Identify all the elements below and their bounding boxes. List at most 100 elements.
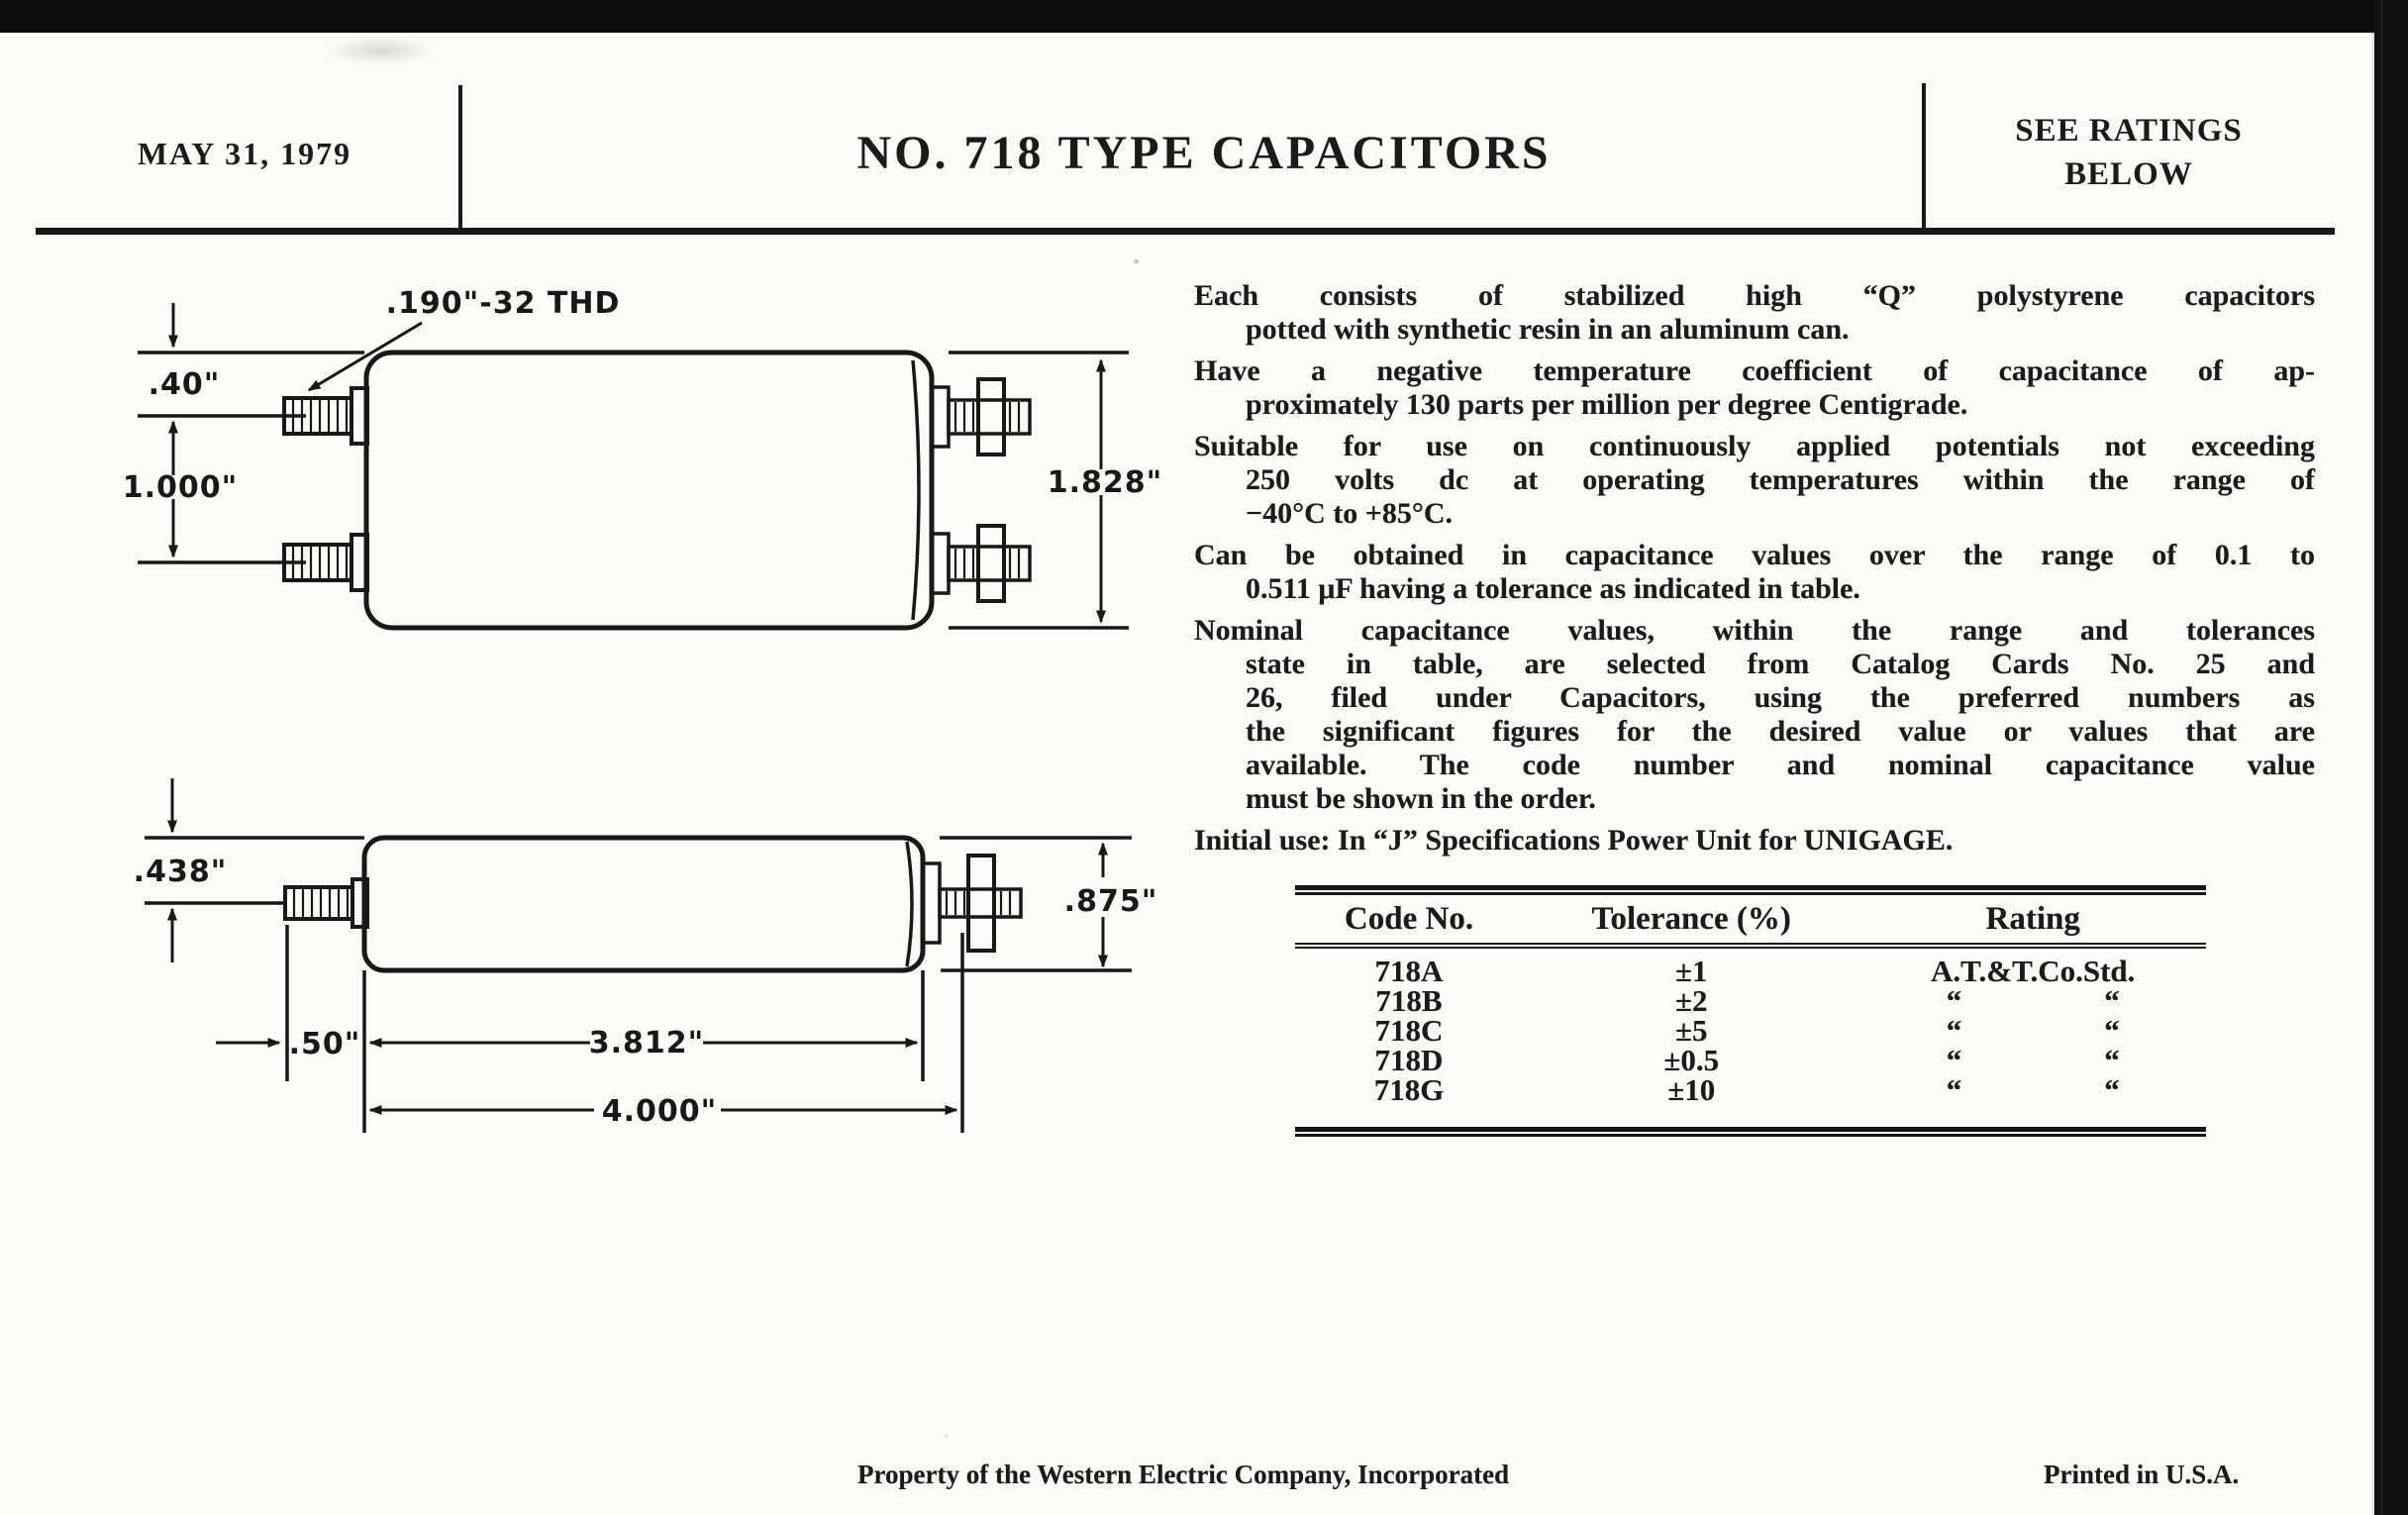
ditto-mark: “ xyxy=(2104,1043,2120,1077)
cell-rating: A.T.&T.Co.Std. xyxy=(1930,954,2136,988)
terminal-stud xyxy=(283,877,369,929)
cell-tolerance: ±1 xyxy=(1674,954,1708,988)
capacitor-dimension-drawings: .190"-32 THD .40" 1.000" 1.828" xyxy=(123,286,1163,1133)
ratings-note-line1: SEE RATINGS xyxy=(2015,113,2243,149)
can-seam xyxy=(905,841,914,967)
table-body: 718A ±1 A.T.&T.Co.Std. 718B ±2 ““ 718C ±… xyxy=(1295,954,2206,1107)
table-row: 718C ±5 ““ xyxy=(1295,1013,2206,1048)
terminal-stud xyxy=(282,533,369,592)
dim-label-4000: 4.000" xyxy=(602,1094,718,1129)
terminal-stud-with-nut xyxy=(930,524,1032,603)
dim-label-40: .40" xyxy=(149,367,221,402)
table-header-row: Code No. Tolerance (%) Rating xyxy=(1295,895,2206,943)
cell-code: 718A xyxy=(1374,954,1444,988)
can-seam xyxy=(911,359,921,621)
ratings-table: Code No. Tolerance (%) Rating 718A ±1 A.… xyxy=(1295,885,2206,1137)
dim-label-1000: 1.000" xyxy=(123,470,239,505)
cell-code: 718D xyxy=(1374,1043,1444,1077)
scan-speckle xyxy=(1134,259,1139,263)
text-line: Can be obtained in capacitance values ov… xyxy=(1194,539,2315,571)
header-divider-right xyxy=(1922,83,1926,230)
side-view-drawing xyxy=(145,778,1132,1133)
terminal-stud xyxy=(282,386,369,446)
text-line: state in table, are selected from Catalo… xyxy=(1246,648,2315,680)
cell-rating-ditto: ““ xyxy=(1859,1072,2206,1107)
capacitor-can-top-view xyxy=(363,350,935,631)
page-title: NO. 718 TYPE CAPACITORS xyxy=(856,127,1552,179)
description-paragraph: Have a negative temperature coefficient … xyxy=(1194,354,2315,422)
column-header-tolerance: Tolerance (%) xyxy=(1591,900,1791,937)
text-line: 0.511 μF having a tolerance as indicated… xyxy=(1246,572,1860,605)
ditto-mark: “ xyxy=(1946,1013,1962,1048)
ratings-note: SEE RATINGS BELOW xyxy=(1965,109,2292,196)
table-row: 718A ±1 A.T.&T.Co.Std. xyxy=(1295,954,2206,988)
text-line: available. The code number and nominal c… xyxy=(1246,749,2315,781)
header-rule xyxy=(36,228,2335,235)
text-line: Each consists of stabilized high “Q” pol… xyxy=(1194,279,2315,312)
cell-tolerance: ±2 xyxy=(1674,983,1708,1018)
scan-speckle xyxy=(944,1434,949,1438)
ditto-mark: “ xyxy=(1946,1043,1962,1077)
cell-rating-ditto: ““ xyxy=(1859,983,2206,1018)
column-header-code: Code No. xyxy=(1344,900,1474,937)
column-header-rating: Rating xyxy=(1985,900,2080,937)
table-row: 718D ±0.5 ““ xyxy=(1295,1043,2206,1077)
text-line: Have a negative temperature coefficient … xyxy=(1194,354,2315,387)
text-line: the significant figures for the desired … xyxy=(1246,715,2315,748)
description-text: Each consists of stabilized high “Q” pol… xyxy=(1194,279,2315,865)
text-line: Nominal capacitance values, within the r… xyxy=(1194,614,2315,647)
header-divider-left xyxy=(458,85,462,231)
dim-label-thread: .190"-32 THD xyxy=(386,286,621,321)
capacitor-can-side-view xyxy=(361,835,926,973)
table-row: 718G ±10 ““ xyxy=(1295,1072,2206,1107)
dim-label-50: .50" xyxy=(289,1027,361,1061)
cell-rating-ditto: ““ xyxy=(1859,1013,2206,1048)
scan-right-edge xyxy=(2374,0,2408,1515)
thread-leader-arrow xyxy=(307,321,423,392)
document-date: MAY 31, 1979 xyxy=(137,136,352,171)
cell-code: 718G xyxy=(1373,1072,1445,1107)
description-paragraph: Can be obtained in capacitance values ov… xyxy=(1194,539,2315,606)
document-paper xyxy=(0,33,2374,1515)
terminal-stud-with-nut xyxy=(930,377,1032,456)
cell-rating-ditto: ““ xyxy=(1859,1043,2206,1077)
text-line: potted with synthetic resin in an alumin… xyxy=(1246,313,1850,346)
cell-tolerance: ±10 xyxy=(1667,1072,1716,1107)
cell-code: 718C xyxy=(1374,1013,1444,1048)
ditto-mark: “ xyxy=(2104,1013,2120,1048)
text-line: −40°C to +85°C. xyxy=(1246,497,1454,530)
table-row: 718B ±2 ““ xyxy=(1295,983,2206,1018)
description-paragraph: Suitable for use on continuously applied… xyxy=(1194,430,2315,531)
description-paragraph: Each consists of stabilized high “Q” pol… xyxy=(1194,279,2315,347)
dim-label-1828: 1.828" xyxy=(1048,465,1163,500)
side-view-labels: .438" .50" 3.812" 4.000" .875" xyxy=(134,855,1158,1129)
dim-label-438: .438" xyxy=(134,855,228,889)
text-line: Initial use: In “J” Specifications Power… xyxy=(1194,824,1954,857)
ditto-mark: “ xyxy=(2104,983,2120,1018)
text-line: 250 volts dc at operating temperatures w… xyxy=(1246,463,2315,496)
table-rule-bottom xyxy=(1295,1127,2206,1137)
description-paragraph: Nominal capacitance values, within the r… xyxy=(1194,614,2315,816)
table-rule-header xyxy=(1295,943,2206,949)
table-rule-top xyxy=(1295,885,2206,895)
text-line: proximately 130 parts per million per de… xyxy=(1246,388,1968,421)
ratings-note-line2: BELOW xyxy=(2064,156,2193,192)
terminal-stud-with-nut xyxy=(921,854,1023,953)
footer-printed-notice: Printed in U.S.A. xyxy=(2044,1460,2240,1489)
text-line: Suitable for use on continuously applied… xyxy=(1194,430,2315,462)
top-view-labels: .190"-32 THD .40" 1.000" 1.828" xyxy=(123,286,1163,505)
scan-top-edge xyxy=(0,0,2408,34)
top-view-drawing xyxy=(138,303,1129,631)
ditto-mark: “ xyxy=(1946,1072,1962,1107)
text-line: 26, filed under Capacitors, using the pr… xyxy=(1246,681,2315,714)
dim-label-3812: 3.812" xyxy=(589,1026,705,1060)
cell-code: 718B xyxy=(1375,983,1443,1018)
footer-property-notice: Property of the Western Electric Company… xyxy=(857,1460,1510,1489)
cell-tolerance: ±5 xyxy=(1674,1013,1708,1048)
ditto-mark: “ xyxy=(2104,1072,2120,1107)
text-line: must be shown in the order. xyxy=(1246,782,1596,815)
cell-tolerance: ±0.5 xyxy=(1663,1043,1720,1077)
dim-label-875: .875" xyxy=(1064,884,1158,919)
scan-smudge xyxy=(327,36,436,65)
initial-use-note: Initial use: In “J” Specifications Power… xyxy=(1194,824,2315,858)
